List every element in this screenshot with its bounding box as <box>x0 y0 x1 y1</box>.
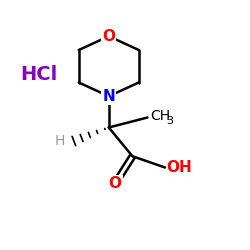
Text: N: N <box>102 89 115 104</box>
Text: H: H <box>54 134 65 148</box>
Text: CH: CH <box>150 109 170 123</box>
Text: 3: 3 <box>166 116 173 126</box>
Text: O: O <box>108 176 122 191</box>
Text: HCl: HCl <box>20 66 58 84</box>
Text: OH: OH <box>166 160 192 175</box>
Text: O: O <box>102 29 115 44</box>
